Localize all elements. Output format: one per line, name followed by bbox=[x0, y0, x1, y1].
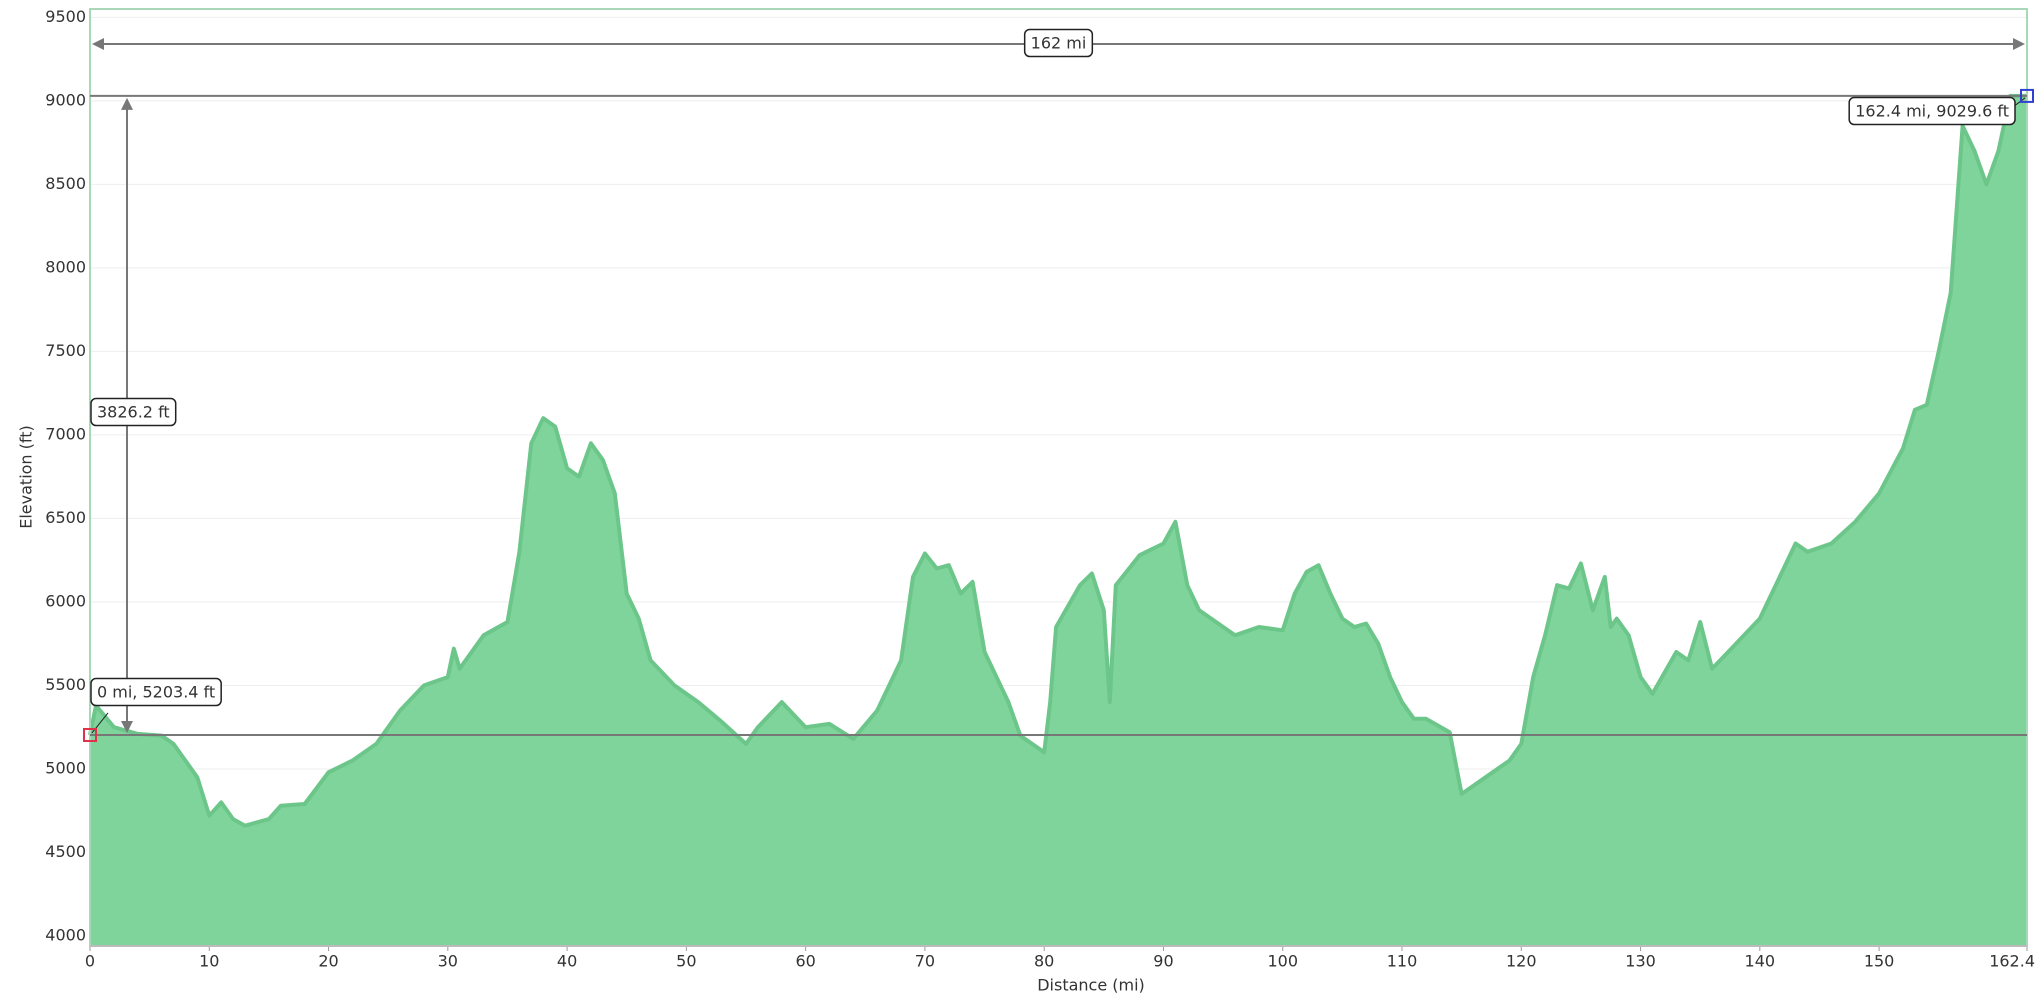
y-tick-label: 9000 bbox=[45, 90, 86, 109]
x-tick-label: 80 bbox=[1034, 952, 1054, 971]
y-tick-label: 6500 bbox=[45, 508, 86, 527]
elevation-area bbox=[90, 95, 2027, 946]
y-tick-label: 7000 bbox=[45, 424, 86, 443]
end-label: 162.4 mi, 9029.6 ft bbox=[1855, 102, 2009, 121]
span-label-box bbox=[1023, 28, 1094, 58]
y-tick-label: 7500 bbox=[45, 341, 86, 360]
start-label-box bbox=[90, 677, 222, 707]
x-tick-label: 120 bbox=[1506, 952, 1537, 971]
x-tick-label: 30 bbox=[438, 952, 458, 971]
rise-label: 3826.2 ft bbox=[97, 403, 170, 422]
y-tick-label: 8000 bbox=[45, 257, 86, 276]
end-label-box bbox=[1848, 96, 2016, 126]
x-tick-label: 50 bbox=[676, 952, 696, 971]
x-tick-label: 110 bbox=[1387, 952, 1418, 971]
end-marker bbox=[2020, 88, 2034, 103]
x-tick-label: 60 bbox=[795, 952, 815, 971]
x-tick-label: 162.4 bbox=[1989, 952, 2035, 971]
y-tick-label: 6000 bbox=[45, 591, 86, 610]
y-tick-label: 4500 bbox=[45, 842, 86, 861]
y-tick-label: 4000 bbox=[45, 925, 86, 944]
x-tick-label: 10 bbox=[199, 952, 219, 971]
rise-label-box bbox=[90, 397, 177, 427]
elevation-line bbox=[88, 93, 2027, 828]
x-tick-label: 100 bbox=[1267, 952, 1298, 971]
y-tick-label: 5500 bbox=[45, 675, 86, 694]
x-axis-title: Distance (mi) bbox=[1037, 976, 1145, 995]
x-tick-label: 140 bbox=[1745, 952, 1776, 971]
x-tick-label: 70 bbox=[915, 952, 935, 971]
x-tick-label: 0 bbox=[85, 952, 95, 971]
plot-frame bbox=[89, 8, 2028, 946]
x-tick-label: 40 bbox=[557, 952, 577, 971]
y-tick-label: 9500 bbox=[45, 7, 86, 26]
y-tick-label: 8500 bbox=[45, 174, 86, 193]
start-marker bbox=[83, 727, 97, 742]
x-tick-label: 150 bbox=[1864, 952, 1895, 971]
x-tick-label: 130 bbox=[1625, 952, 1656, 971]
y-tick-label: 5000 bbox=[45, 758, 86, 777]
x-tick-label: 90 bbox=[1153, 952, 1173, 971]
x-tick-label: 20 bbox=[318, 952, 338, 971]
y-axis-title: Elevation (ft) bbox=[17, 425, 36, 529]
start-label: 0 mi, 5203.4 ft bbox=[97, 683, 215, 702]
span-label: 162 mi bbox=[1031, 34, 1087, 53]
